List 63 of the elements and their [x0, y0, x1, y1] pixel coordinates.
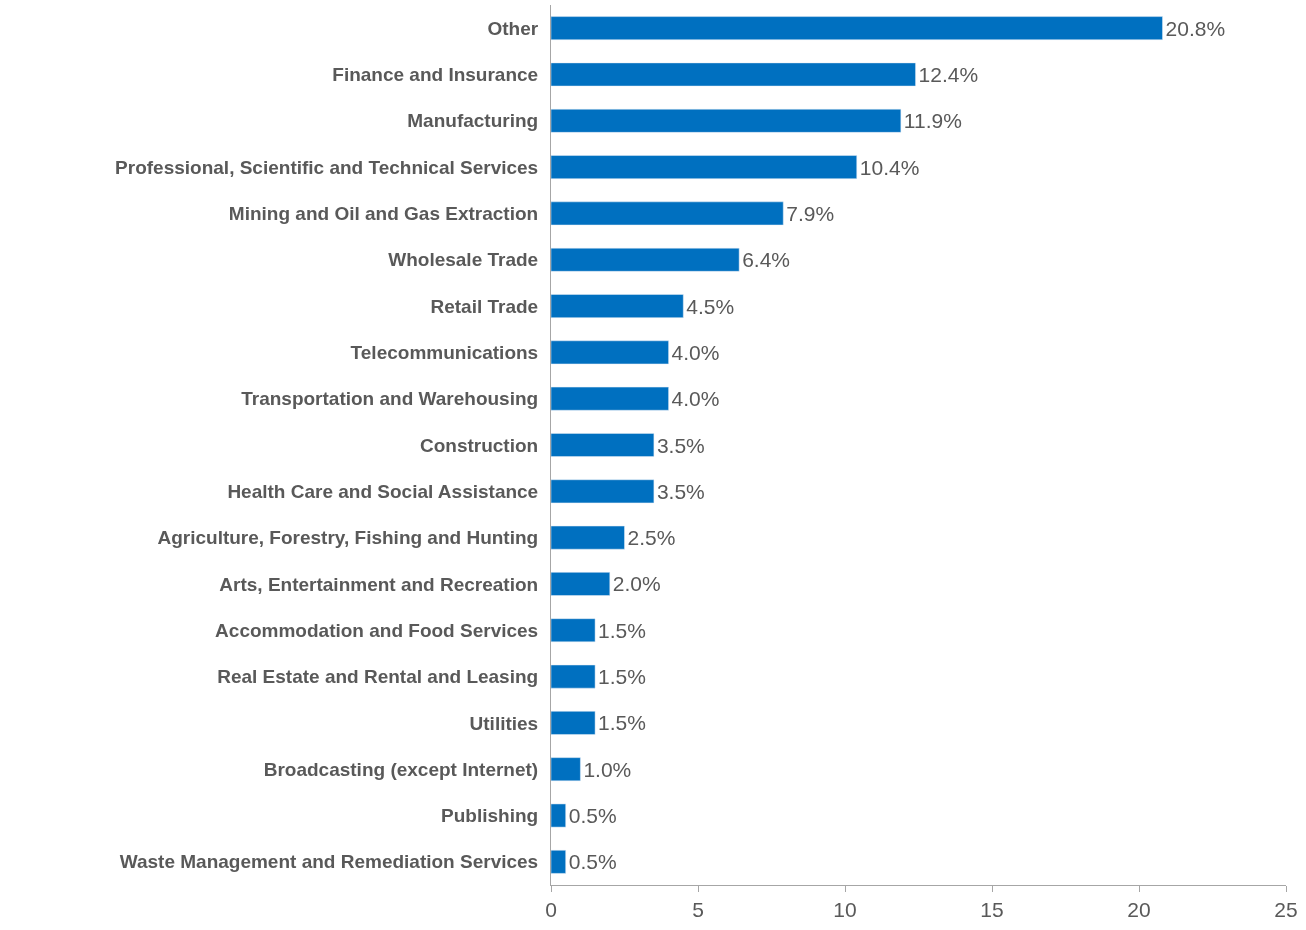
data-label: 12.4%	[918, 62, 979, 86]
y-tick-label: Utilities	[469, 712, 539, 734]
data-label: 2.5%	[627, 526, 676, 550]
x-tick-label: 15	[980, 898, 1004, 922]
y-tick-label: Other	[487, 17, 539, 39]
x-tick-label: 0	[545, 898, 557, 922]
bar	[551, 525, 625, 550]
y-tick-label: Transportation and Warehousing	[241, 388, 539, 410]
bar	[551, 850, 566, 874]
bar	[551, 108, 902, 133]
bar	[551, 757, 581, 782]
bar	[551, 386, 669, 411]
bar	[551, 201, 784, 226]
data-label: 6.4%	[742, 248, 791, 272]
y-tick-label: Wholesale Trade	[388, 249, 539, 271]
data-label: 4.0%	[671, 387, 720, 411]
bar	[551, 294, 684, 318]
data-label: 7.9%	[786, 201, 835, 225]
data-label: 2.0%	[612, 572, 661, 596]
y-tick-label: Construction	[419, 434, 539, 456]
bar	[551, 711, 596, 735]
bar	[551, 155, 858, 179]
data-label: 4.0%	[671, 340, 720, 364]
y-tick-label: Waste Management and Remediation Services	[119, 851, 539, 873]
data-label: 3.5%	[656, 479, 705, 503]
y-tick-label: Real Estate and Rental and Leasing	[217, 666, 539, 688]
bar	[551, 479, 655, 504]
bar	[551, 247, 740, 272]
data-label: 4.5%	[686, 294, 735, 318]
y-tick-label: Manufacturing	[407, 110, 539, 132]
bar	[551, 340, 669, 365]
y-tick-label: Health Care and Social Assistance	[227, 480, 539, 502]
bar	[551, 618, 596, 643]
y-tick-label: Telecommunications	[350, 342, 539, 364]
y-tick-label: Broadcasting (except Internet)	[263, 758, 539, 780]
x-tick-label: 20	[1127, 898, 1151, 922]
x-tick-label: 25	[1274, 898, 1298, 922]
y-tick-label: Publishing	[441, 805, 539, 827]
data-label: 11.9%	[903, 109, 962, 133]
data-label: 0.5%	[568, 804, 617, 828]
bar	[551, 433, 655, 457]
y-tick-label: Mining and Oil and Gas Extraction	[228, 203, 539, 225]
bar	[551, 664, 596, 689]
bar	[551, 803, 566, 828]
data-label: 3.5%	[656, 433, 705, 457]
y-tick-label: Arts, Entertainment and Recreation	[219, 573, 539, 595]
data-label: 10.4%	[859, 155, 920, 179]
x-tick-label: 10	[833, 898, 857, 922]
data-label: 1.5%	[598, 711, 646, 735]
data-label: 20.8%	[1165, 16, 1226, 40]
y-tick-label: Retail Trade	[430, 295, 539, 317]
data-label: 1.0%	[583, 757, 632, 781]
data-label: 1.5%	[598, 618, 646, 642]
y-tick-label: Agriculture, Forestry, Fishing and Hunting	[157, 527, 539, 549]
data-label: 1.5%	[598, 665, 646, 689]
y-tick-label: Professional, Scientific and Technical Services	[115, 156, 539, 178]
bar	[551, 572, 611, 596]
y-tick-label: Accommodation and Food Services	[215, 619, 539, 641]
bar	[551, 16, 1163, 40]
x-tick-label: 5	[692, 898, 704, 922]
data-label: 0.5%	[568, 850, 617, 874]
bar	[551, 62, 916, 87]
y-tick-label: Finance and Insurance	[332, 64, 539, 86]
